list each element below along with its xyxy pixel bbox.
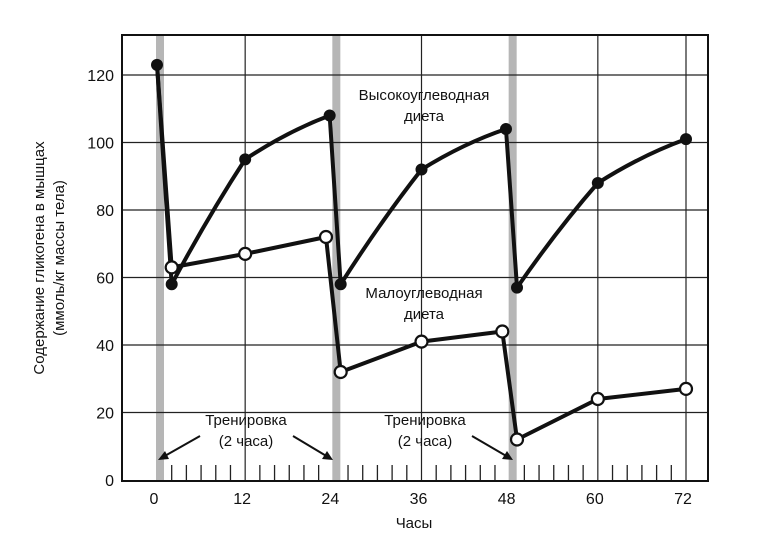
annotation-low-carb-line1: Малоуглеводная (365, 285, 482, 302)
training-bands (156, 35, 517, 481)
data-point-low-carb (238, 246, 253, 261)
x-tick-label: 72 (674, 491, 692, 508)
data-point-low-carb (495, 324, 510, 339)
series-line-0 (155, 62, 688, 290)
data-point-low-carb (509, 432, 525, 447)
y-tick-label: 80 (96, 203, 114, 220)
data-point-high-carb (680, 133, 692, 146)
y-tick-label: 40 (96, 338, 114, 355)
x-axis-title: Часы (396, 515, 433, 532)
arrowhead-training-1-right (322, 451, 333, 460)
data-point-low-carb (333, 364, 348, 380)
data-point-high-carb (511, 281, 524, 294)
data-point-high-carb (415, 163, 428, 176)
annotation-training-1-line2: (2 часа) (219, 433, 274, 450)
arrowhead-training-1-left (158, 451, 169, 460)
series-lines (155, 62, 688, 442)
series-markers (151, 58, 694, 447)
annotation-training-1-line1: Тренировка (205, 412, 287, 429)
minor-ticks (171, 465, 672, 481)
data-point-high-carb (334, 278, 347, 291)
annotation-high-carb-line2: диета (404, 108, 445, 125)
y-tick-label: 100 (87, 136, 114, 153)
training-arrows (158, 435, 513, 460)
series-line-1 (155, 62, 688, 442)
data-point-low-carb (414, 334, 429, 349)
y-tick-label: 120 (87, 68, 114, 85)
data-point-low-carb (318, 229, 334, 245)
arrow-training-1-left (162, 435, 201, 458)
y-axis-title-line2: (ммоль/кг массы тела) (51, 180, 68, 336)
x-tick-label: 60 (586, 491, 604, 508)
y-tick-label: 0 (105, 473, 114, 490)
y-tick-labels: 0 20 40 60 80 100 120 (87, 68, 114, 490)
x-tick-labels: 0 12 24 36 48 60 72 (150, 491, 692, 508)
grid-lines (122, 35, 708, 481)
training-band-0 (156, 35, 164, 481)
annotation-training-2-line1: Тренировка (384, 412, 466, 429)
plot-frame (121, 34, 709, 482)
data-point-high-carb (239, 153, 252, 166)
annotation-high-carb-line1: Высокоуглеводная (359, 87, 490, 104)
data-point-high-carb (591, 177, 604, 189)
data-point-low-carb (678, 381, 694, 396)
x-tick-label: 24 (321, 491, 339, 508)
x-tick-label: 12 (233, 491, 251, 508)
arrow-training-2-right (471, 435, 509, 458)
data-point-high-carb (165, 278, 178, 291)
annotation-training-2-line2: (2 часа) (398, 433, 453, 450)
data-point-low-carb (590, 391, 605, 407)
data-point-high-carb (151, 58, 163, 71)
arrowhead-training-2-right (502, 451, 513, 460)
training-band-2 (508, 35, 517, 481)
training-band-1 (332, 35, 341, 481)
y-axis-title-line1: Содержание гликогена в мышцах (31, 141, 48, 375)
x-tick-label: 36 (410, 491, 428, 508)
y-axis-title: Содержание гликогена в мышцах (ммоль/кг … (31, 141, 68, 375)
data-point-low-carb (164, 260, 179, 275)
y-tick-label: 60 (96, 271, 114, 288)
arrow-training-1-right (292, 435, 329, 458)
annotation-low-carb-line2: диета (404, 306, 445, 323)
y-tick-label: 20 (96, 406, 114, 423)
x-tick-label: 0 (150, 491, 159, 508)
x-tick-label: 48 (498, 491, 516, 508)
data-point-high-carb (499, 123, 512, 135)
data-point-high-carb (323, 109, 336, 122)
